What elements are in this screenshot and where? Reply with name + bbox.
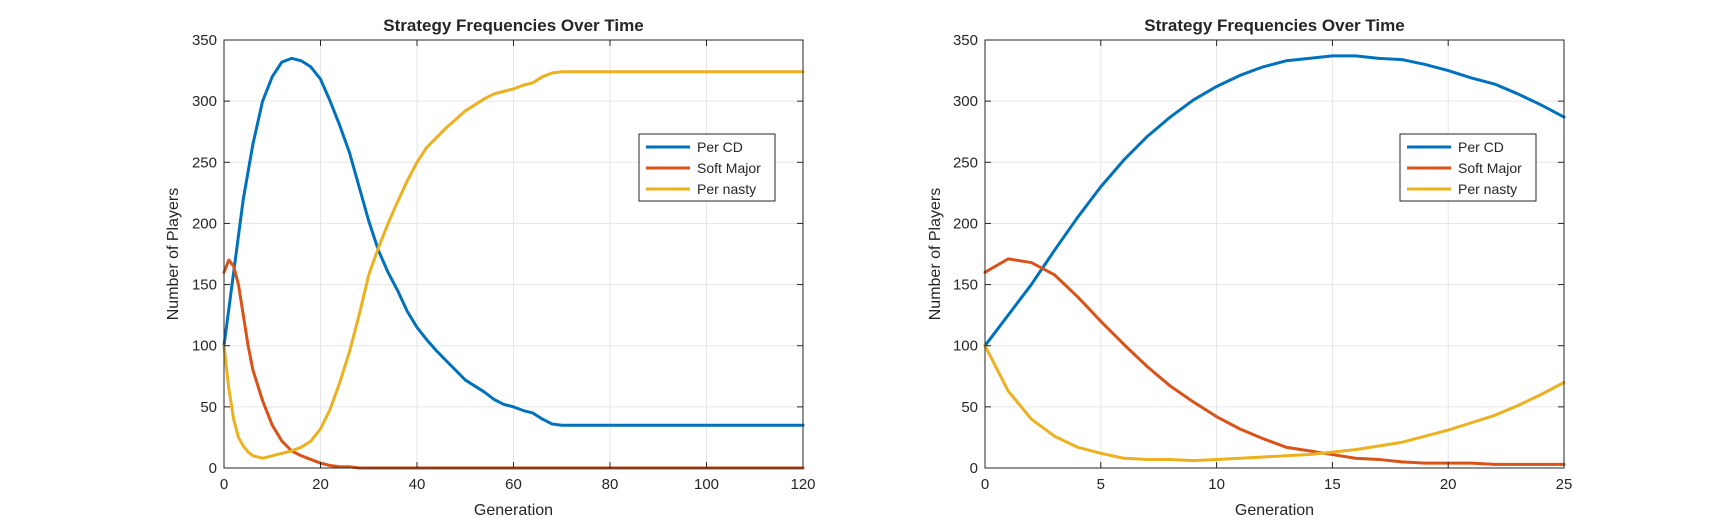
series-line-per-nasty xyxy=(983,344,1566,463)
x-axis-label: Generation xyxy=(1235,502,1314,519)
y-tick-label: 250 xyxy=(192,154,217,171)
x-tick-label: 60 xyxy=(505,476,522,493)
y-tick-label: 50 xyxy=(200,399,217,416)
x-tick-label: 20 xyxy=(1440,476,1457,493)
series-line-per-cd xyxy=(222,56,805,427)
x-tick-label: 40 xyxy=(409,476,426,493)
series-line-per-cd xyxy=(983,54,1566,348)
y-tick-label: 0 xyxy=(209,460,217,477)
y-axis-label: Number of Players xyxy=(165,188,182,321)
legend-label: Soft Major xyxy=(1458,160,1522,176)
x-tick-label: 0 xyxy=(981,476,989,493)
x-tick-label: 20 xyxy=(312,476,329,493)
series-lines xyxy=(983,54,1566,466)
ticks: 0 20 40 60 80 100 120 0 50 100 150 200 250 300 350 xyxy=(192,32,816,493)
chart-title: Strategy Frequencies Over Time xyxy=(1144,16,1404,35)
axes-box xyxy=(984,39,1565,469)
y-tick-label: 200 xyxy=(953,215,978,232)
y-tick-label: 350 xyxy=(953,32,978,49)
left-chart: 0 20 40 60 80 100 120 0 50 100 150 200 250 300 350 Str… xyxy=(165,16,816,519)
x-tick-label: 80 xyxy=(602,476,619,493)
x-tick-label: 0 xyxy=(220,476,228,493)
x-tick-label: 120 xyxy=(790,476,815,493)
y-tick-label: 300 xyxy=(192,93,217,110)
legend: Per CD Soft Major Per nasty xyxy=(1399,133,1537,202)
y-tick-label: 100 xyxy=(192,338,217,355)
y-tick-label: 50 xyxy=(961,399,978,416)
legend-label: Per nasty xyxy=(1458,181,1517,197)
y-axis-label: Number of Players xyxy=(927,188,944,321)
legend-label: Per CD xyxy=(697,139,743,155)
y-tick-label: 300 xyxy=(953,93,978,110)
y-tick-label: 150 xyxy=(192,277,217,294)
y-tick-label: 0 xyxy=(970,460,978,477)
y-tick-label: 350 xyxy=(192,32,217,49)
series-line-per-nasty xyxy=(222,70,805,460)
plot-area xyxy=(985,40,1564,468)
x-tick-label: 25 xyxy=(1556,476,1573,493)
legend-label: Soft Major xyxy=(697,160,761,176)
legend: Per CD Soft Major Per nasty xyxy=(638,133,776,202)
y-tick-label: 250 xyxy=(953,154,978,171)
x-tick-label: 5 xyxy=(1097,476,1105,493)
chart-title: Strategy Frequencies Over Time xyxy=(383,16,643,35)
legend-label: Per CD xyxy=(1458,139,1504,155)
x-axis-label: Generation xyxy=(474,502,553,519)
x-tick-label: 100 xyxy=(694,476,719,493)
y-tick-label: 100 xyxy=(953,338,978,355)
x-tick-label: 10 xyxy=(1208,476,1225,493)
series-line-soft-major xyxy=(222,258,805,470)
y-tick-label: 200 xyxy=(192,215,217,232)
y-tick-label: 150 xyxy=(953,277,978,294)
series-line-soft-major xyxy=(983,257,1566,466)
legend-label: Per nasty xyxy=(697,181,756,197)
x-tick-label: 15 xyxy=(1324,476,1341,493)
series-lines xyxy=(222,56,805,470)
